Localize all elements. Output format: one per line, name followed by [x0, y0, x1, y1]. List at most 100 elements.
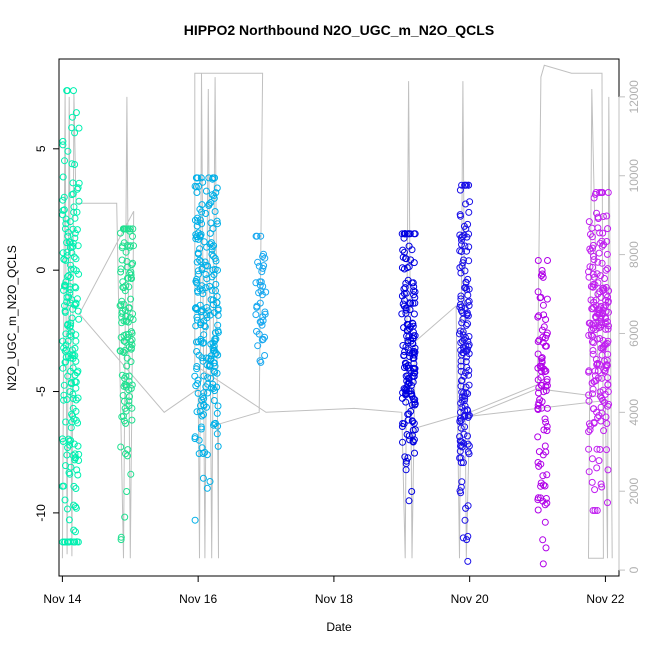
altitude-track-layer	[61, 64, 613, 559]
data-point	[604, 466, 612, 474]
data-point	[193, 174, 201, 182]
data-point	[73, 466, 81, 474]
data-point	[462, 200, 469, 208]
data-point	[405, 432, 413, 440]
data-point	[603, 250, 611, 258]
data-point	[209, 225, 217, 233]
data-point	[595, 249, 603, 257]
data-point	[604, 350, 612, 358]
data-point	[593, 335, 601, 343]
data-point	[601, 319, 609, 327]
data-point	[69, 355, 77, 362]
data-point	[59, 173, 67, 181]
data-point	[122, 372, 130, 380]
data-point	[604, 337, 612, 345]
data-point	[71, 538, 79, 546]
data-point	[464, 502, 472, 510]
y-tick-label: 0	[34, 267, 48, 274]
data-point	[70, 87, 77, 95]
data-point	[410, 259, 418, 267]
data-point	[593, 464, 601, 472]
data-point	[543, 427, 551, 435]
data-point	[124, 446, 132, 454]
data-point	[459, 233, 466, 240]
data-point	[464, 312, 472, 320]
data-point	[602, 301, 610, 309]
data-point	[466, 198, 474, 206]
data-point	[127, 358, 135, 366]
data-point	[410, 283, 418, 291]
data-point	[206, 478, 214, 485]
data-point	[599, 229, 607, 237]
data-point	[543, 499, 551, 507]
data-point	[465, 257, 473, 265]
data-point	[404, 416, 412, 424]
data-point	[604, 388, 612, 396]
data-point	[458, 403, 466, 411]
data-point	[120, 284, 128, 292]
data-point	[398, 310, 406, 318]
data-point	[203, 304, 211, 311]
data-point	[589, 350, 597, 358]
data-point	[541, 442, 549, 450]
data-point	[75, 124, 83, 132]
data-point	[118, 371, 126, 379]
data-point	[465, 411, 473, 419]
data-point	[70, 482, 78, 490]
data-point	[63, 248, 71, 256]
data-point	[61, 496, 69, 504]
data-point	[193, 233, 201, 241]
data-point	[603, 446, 610, 454]
data-point	[404, 321, 412, 329]
data-point	[72, 504, 80, 512]
data-point	[210, 192, 218, 200]
data-point	[66, 470, 74, 478]
data-point	[210, 271, 218, 279]
data-point	[399, 438, 406, 446]
data-point	[401, 453, 409, 461]
data-point	[597, 417, 605, 425]
data-point	[598, 312, 605, 320]
data-point	[74, 471, 82, 479]
data-point	[213, 217, 221, 225]
data-point	[534, 257, 542, 264]
data-point	[463, 247, 471, 255]
data-point	[588, 224, 596, 232]
data-point	[539, 560, 547, 568]
data-point	[209, 266, 217, 274]
x-tick-label: Nov 16	[179, 592, 217, 606]
data-point	[461, 516, 469, 524]
data-point	[589, 347, 597, 354]
data-point	[213, 184, 221, 192]
data-point	[59, 337, 67, 345]
data-point	[128, 416, 136, 424]
data-point	[195, 182, 203, 190]
data-point	[409, 340, 417, 348]
data-point	[457, 483, 465, 491]
data-point	[257, 232, 265, 240]
data-point	[464, 337, 472, 345]
data-point	[206, 362, 214, 370]
data-point	[596, 446, 604, 453]
data-point	[604, 225, 612, 233]
data-point	[597, 480, 605, 488]
data-point	[193, 363, 201, 370]
data-point	[214, 402, 222, 410]
data-point	[193, 279, 201, 287]
series-2	[116, 225, 137, 544]
data-point	[64, 505, 71, 513]
y-tick-label: -5	[34, 386, 48, 397]
data-point	[207, 239, 215, 247]
data-point	[202, 187, 210, 195]
data-point	[73, 208, 81, 216]
data-point	[539, 472, 547, 480]
data-point	[460, 389, 468, 397]
data-point	[211, 208, 219, 215]
data-point	[62, 278, 70, 286]
data-point	[68, 160, 76, 168]
data-point	[117, 533, 125, 541]
data-point	[409, 279, 417, 287]
data-point	[534, 364, 542, 372]
data-point	[208, 384, 215, 392]
data-point	[587, 422, 594, 430]
